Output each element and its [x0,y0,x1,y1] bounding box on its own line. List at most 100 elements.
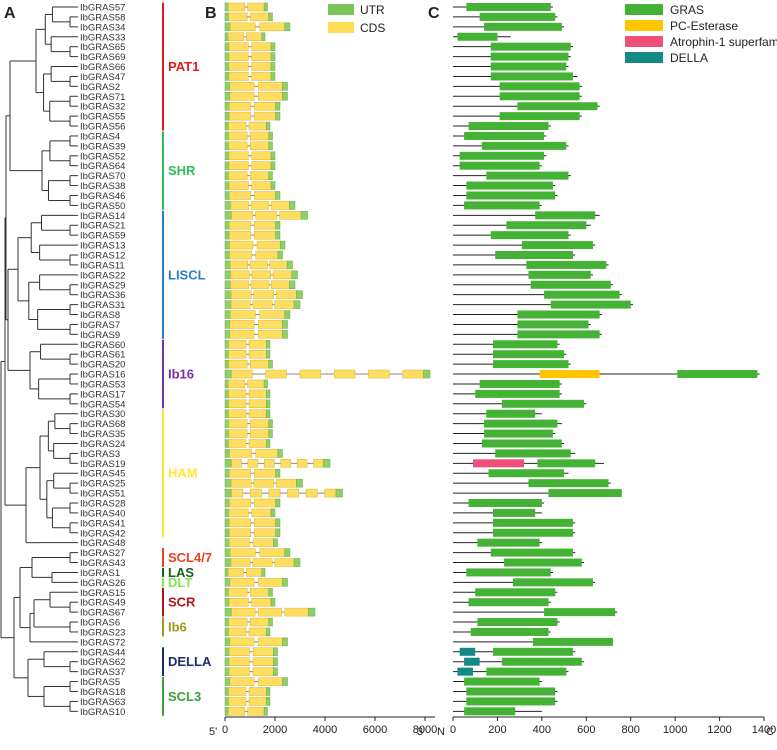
cds-block [251,42,272,51]
protein-architecture [453,657,585,666]
protein-architecture [453,62,569,71]
gene-structure [224,320,288,329]
gene-structure [224,300,301,309]
domain-block [486,667,567,676]
gene-structure [224,260,293,270]
gene-label: IbGRAS70 [80,171,125,182]
utr-block [270,62,276,71]
utr-block [268,359,273,369]
utr-block [224,578,231,587]
utr-block [275,111,281,121]
cds-block [228,379,246,389]
gene-structure [224,627,271,637]
gene-label: IbGRAS49 [80,598,125,609]
gene-structure [224,578,288,587]
domain-block [499,92,580,101]
protein-architecture [453,310,602,319]
subfamily-label: LAS [168,565,194,580]
cds-block [254,220,276,230]
cds-block [248,687,267,696]
domain-block [550,300,631,309]
utr-block [224,141,230,151]
gene-structure [224,240,286,250]
cds-block [231,369,253,379]
protein-architecture [453,528,576,537]
utr-block [224,310,231,319]
utr-block [261,32,266,42]
cds-block [248,409,267,418]
utr-block [224,250,230,260]
domain-block [492,518,573,527]
utr-block [224,478,232,488]
cds-block [228,141,248,151]
gene-structure [224,230,281,240]
cds-block [252,300,273,309]
utr-block [277,449,283,458]
utr-block [293,300,301,309]
domain-block [501,399,585,408]
subfamily-label: Ib16 [168,367,194,382]
utr-block [270,508,276,518]
gene-structure [224,92,288,101]
cds-block [227,568,244,577]
domain-block [466,687,556,696]
cds-block [296,459,308,468]
cds-legend-label: CDS [360,21,385,35]
gene-structure [224,161,276,170]
domain-block [492,360,569,369]
domain-block [492,508,536,517]
domain-block [517,330,600,339]
domain-block [521,241,593,250]
domain-block [477,618,558,627]
gene-label: IbGRAS39 [80,141,125,152]
c-terminus-label: C [766,726,774,738]
cds-block [228,627,247,637]
length-axis-tick-label: 0 [450,724,456,736]
protein-architecture [453,231,571,240]
gene-structure [224,617,273,627]
utr-block [286,260,293,270]
gene-label: IbGRAS57 [80,3,125,14]
utr-block [266,340,271,349]
utr-block [275,498,281,508]
gene-structure [224,667,278,676]
gene-structure [224,2,268,12]
cds-block [229,101,251,111]
domain-block [475,389,560,398]
cds-block [229,677,255,686]
subfamily-label: PAT1 [168,59,199,74]
protein-architecture [453,92,582,101]
domain-block [457,667,473,676]
gene-label: IbGRAS55 [80,112,125,123]
utr-block [270,597,276,607]
cds-block [251,181,272,190]
cds-block [305,488,318,498]
domain-block [484,419,558,428]
domain-block [484,22,562,31]
protein-architecture [453,379,562,388]
utr-block [224,280,231,290]
protein-architecture [453,42,573,51]
utr-block [423,369,431,379]
utr-block [282,330,288,339]
gene-label: IbGRAS16 [80,370,125,381]
cds-block [254,111,276,121]
utr-block [275,528,281,538]
gene-structure [224,111,281,121]
utr-block [270,72,276,81]
cds-block [229,330,255,339]
gene-structure [224,389,271,399]
domain-block [539,370,600,379]
protein-architecture [453,558,585,567]
protein-architecture [453,697,558,706]
cds-block [228,2,246,12]
utr-block [224,389,229,399]
cds-block [274,558,295,567]
utr-block [268,429,273,438]
utr-block [270,42,276,51]
subfamily-label: SCL3 [168,689,201,704]
gene-structure [224,439,271,448]
utr-block [224,627,229,637]
length-axis-tick-label: 1200 [707,724,731,736]
